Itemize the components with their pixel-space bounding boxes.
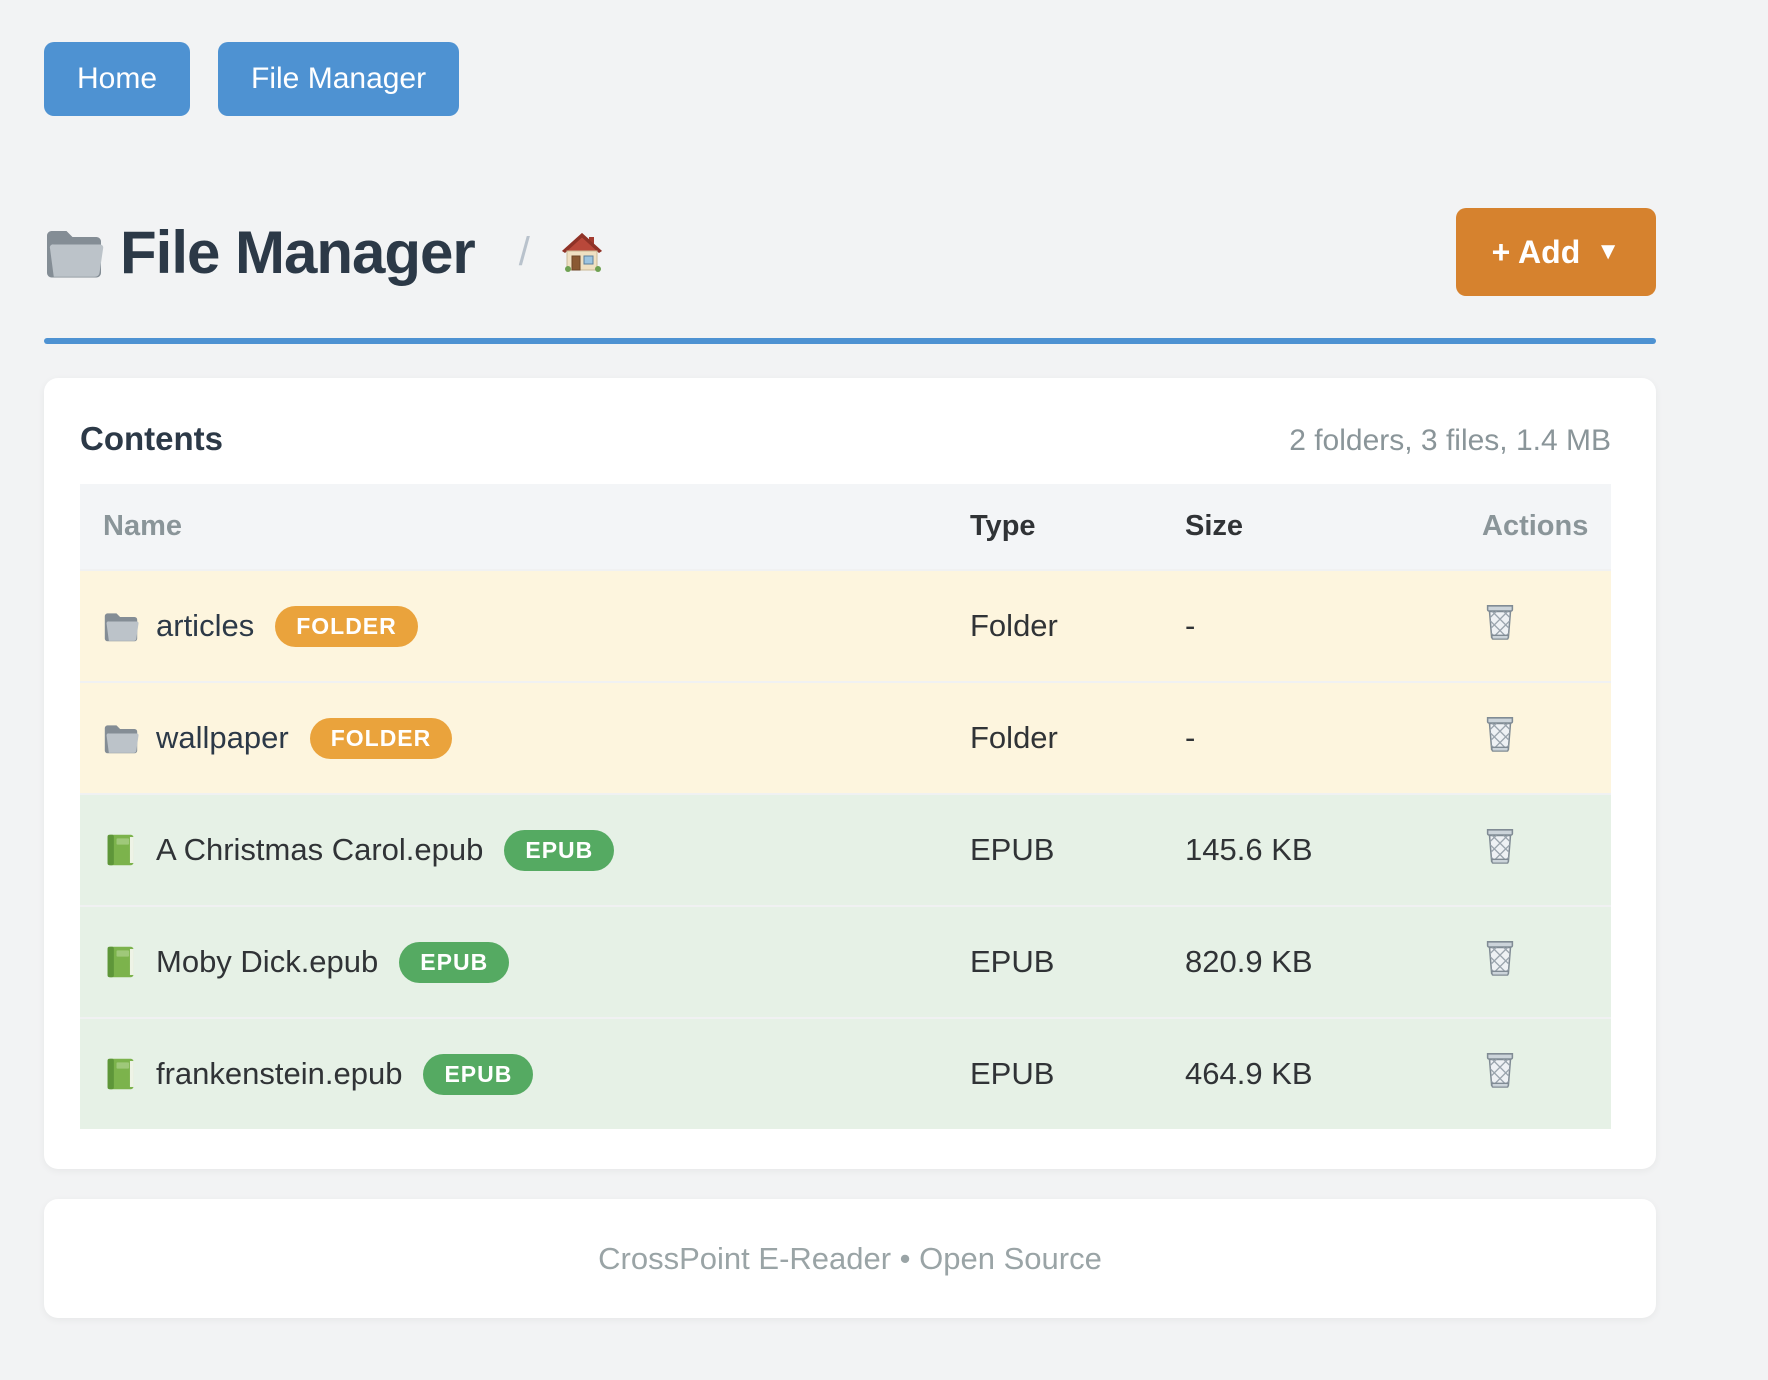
row-name-cell: A Christmas Carol.epub EPUB (80, 829, 970, 871)
folder-icon (103, 721, 139, 755)
row-size-cell: 145.6 KB (1185, 832, 1313, 867)
entry-name[interactable]: articles (156, 608, 255, 643)
nav-file-manager-button[interactable]: File Manager (218, 42, 460, 116)
trash-icon[interactable] (1482, 1050, 1518, 1090)
row-actions-cell (1470, 1050, 1611, 1098)
type-badge: FOLDER (309, 717, 453, 759)
entry-name[interactable]: wallpaper (156, 720, 289, 755)
table-body: articles FOLDER Folder - (80, 569, 1611, 1129)
row-actions-cell (1470, 714, 1611, 762)
chevron-down-icon: ▼ (1596, 238, 1620, 265)
book-icon (103, 833, 139, 867)
table-row: A Christmas Carol.epub EPUB EPUB 145.6 K… (80, 793, 1611, 905)
footer-text: CrossPoint E-Reader • Open Source (598, 1240, 1102, 1276)
contents-card: Contents 2 folders, 3 files, 1.4 MB Name… (44, 378, 1656, 1169)
home-icon[interactable] (560, 231, 604, 273)
entry-name[interactable]: A Christmas Carol.epub (156, 832, 484, 867)
row-name-cell: frankenstein.epub EPUB (80, 1053, 970, 1095)
column-header-name: Name (103, 510, 182, 542)
folder-icon (103, 609, 139, 643)
column-header-size: Size (1185, 510, 1244, 542)
add-button-label: + Add (1491, 234, 1581, 270)
folder-icon (44, 226, 104, 278)
row-actions-cell (1470, 602, 1611, 650)
table-row: Moby Dick.epub EPUB EPUB 820.9 KB (80, 905, 1611, 1017)
header-divider (44, 338, 1656, 344)
column-header-type: Type (970, 510, 1036, 542)
book-icon (103, 945, 139, 979)
row-type-cell: EPUB (970, 1056, 1055, 1091)
row-type-cell: Folder (970, 720, 1058, 755)
trash-icon[interactable] (1482, 714, 1518, 754)
table-header-row: Name Type Size Actions (80, 484, 1611, 569)
contents-title: Contents (80, 420, 223, 457)
row-size-cell: 820.9 KB (1185, 944, 1313, 979)
row-size-cell: - (1185, 608, 1196, 643)
row-type-cell: EPUB (970, 832, 1055, 867)
row-actions-cell (1470, 826, 1611, 874)
row-size-cell: - (1185, 720, 1196, 755)
row-name-cell: wallpaper FOLDER (80, 717, 970, 759)
contents-summary: 2 folders, 3 files, 1.4 MB (1289, 424, 1611, 457)
row-size-cell: 464.9 KB (1185, 1056, 1313, 1091)
table-row: wallpaper FOLDER Folder - (80, 681, 1611, 793)
trash-icon[interactable] (1482, 602, 1518, 642)
type-badge: EPUB (399, 941, 510, 983)
page-header: File Manager / + Add ▼ (44, 208, 1656, 296)
trash-icon[interactable] (1482, 938, 1518, 978)
type-badge: EPUB (504, 829, 615, 871)
breadcrumb-separator: / (518, 229, 530, 274)
file-table: Name Type Size Actions articles FOLDER F… (80, 484, 1611, 1129)
add-button[interactable]: + Add ▼ (1455, 208, 1656, 296)
row-actions-cell (1470, 938, 1611, 986)
type-badge: EPUB (423, 1053, 534, 1095)
type-badge: FOLDER (275, 605, 418, 647)
entry-name[interactable]: frankenstein.epub (156, 1056, 403, 1091)
page: Home File Manager File Manager / (44, 0, 1656, 1318)
book-icon (103, 1057, 139, 1091)
contents-card-header: Contents 2 folders, 3 files, 1.4 MB (80, 420, 1611, 458)
title-wrap: File Manager / (44, 218, 604, 287)
nav-home-button[interactable]: Home (44, 42, 191, 116)
top-nav: Home File Manager (44, 42, 1656, 116)
entry-name[interactable]: Moby Dick.epub (156, 944, 379, 979)
trash-icon[interactable] (1482, 826, 1518, 866)
row-type-cell: Folder (970, 608, 1058, 643)
column-header-actions: Actions (1482, 510, 1589, 542)
footer: CrossPoint E-Reader • Open Source (44, 1199, 1656, 1318)
table-row: articles FOLDER Folder - (80, 569, 1611, 681)
row-name-cell: articles FOLDER (80, 605, 970, 647)
row-type-cell: EPUB (970, 944, 1055, 979)
page-title: File Manager (120, 218, 476, 286)
row-name-cell: Moby Dick.epub EPUB (80, 941, 970, 983)
table-row: frankenstein.epub EPUB EPUB 464.9 KB (80, 1017, 1611, 1129)
